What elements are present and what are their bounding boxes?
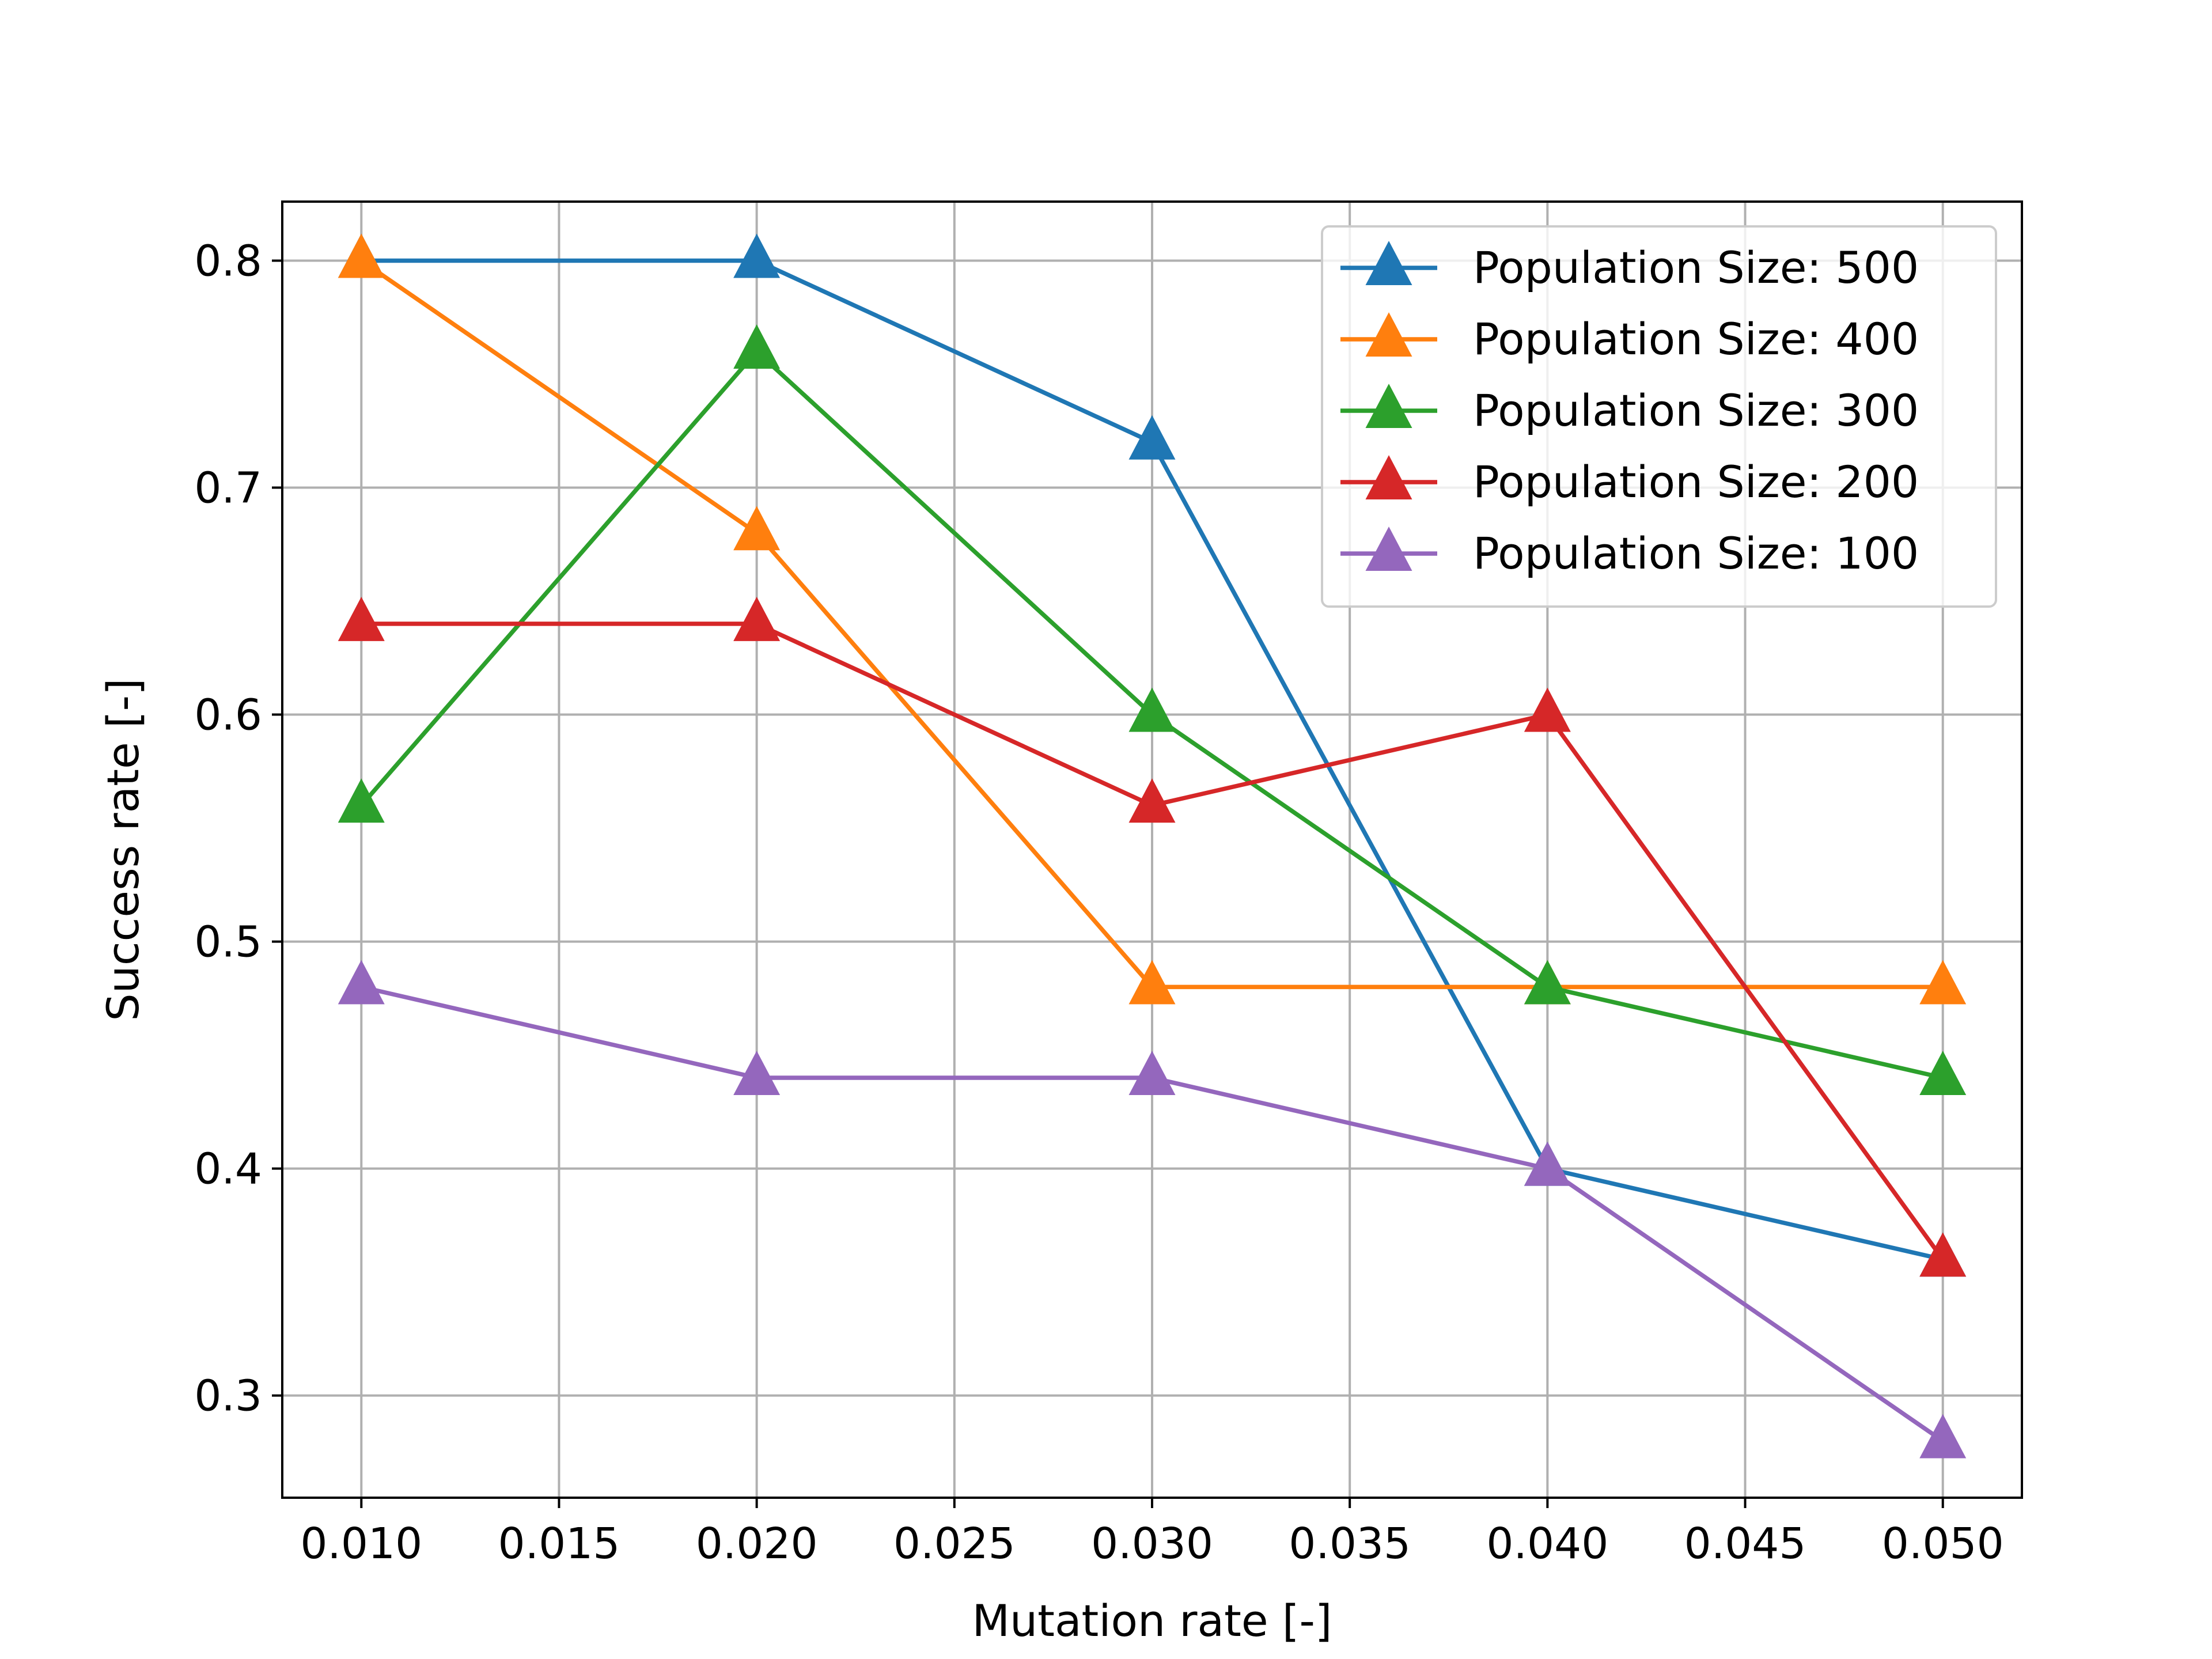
data-point-marker <box>338 960 385 1005</box>
x-tick-label: 0.015 <box>498 1519 620 1569</box>
y-tick-label: 0.6 <box>194 691 262 740</box>
data-point-marker <box>1919 1232 1967 1277</box>
x-tick-label: 0.050 <box>1882 1519 2004 1569</box>
x-tick-label: 0.040 <box>1486 1519 1608 1569</box>
y-axis-label: Success rate [-] <box>97 678 149 1021</box>
data-point-marker <box>338 778 385 823</box>
data-point-marker <box>1524 960 1571 1005</box>
y-tick-label: 0.4 <box>194 1145 262 1194</box>
x-tick-label: 0.025 <box>893 1519 1016 1569</box>
y-tick-label: 0.8 <box>194 236 262 286</box>
legend-item: Population Size: 100 <box>1340 527 1919 579</box>
y-tick-label: 0.3 <box>194 1372 262 1421</box>
legend-label: Population Size: 400 <box>1473 313 1919 365</box>
data-point-marker <box>733 1051 781 1096</box>
legend-label: Population Size: 500 <box>1473 242 1919 293</box>
series-5 <box>338 960 1967 1459</box>
legend-marker <box>1365 312 1412 357</box>
data-point-marker <box>733 597 781 641</box>
data-point-marker <box>1524 1141 1571 1186</box>
legend-marker <box>1365 527 1412 571</box>
y-tick-label: 0.7 <box>194 463 262 513</box>
legend-label: Population Size: 100 <box>1473 528 1919 579</box>
x-axis: 0.010 0.015 0.020 0.025 0.030 0.035 0.040 0.045… <box>300 1498 2004 1569</box>
data-point-marker <box>1128 687 1176 732</box>
data-point-marker <box>1128 778 1176 823</box>
data-point-marker <box>1524 687 1571 732</box>
legend: Population Size: 500 Population Size: 400… <box>1321 225 1997 608</box>
data-point-marker <box>733 233 781 278</box>
data-point-marker <box>733 324 781 369</box>
x-axis-label: Mutation rate [-] <box>972 1595 1332 1646</box>
y-tick-label: 0.5 <box>194 918 262 967</box>
x-tick-label: 0.045 <box>1684 1519 1806 1569</box>
legend-box <box>1321 225 1997 608</box>
legend-label: Population Size: 200 <box>1473 456 1919 507</box>
data-point-marker <box>733 506 781 551</box>
legend-item: Population Size: 200 <box>1340 455 1919 507</box>
legend-marker <box>1365 241 1412 285</box>
legend-item: Population Size: 300 <box>1340 384 1919 436</box>
y-axis: 0.3 0.4 0.5 0.6 0.7 0.8 <box>194 236 282 1421</box>
data-point-marker <box>1128 1051 1176 1096</box>
series-3 <box>338 324 1967 1096</box>
data-point-marker <box>338 233 385 278</box>
x-tick-label: 0.020 <box>696 1519 818 1569</box>
data-point-marker <box>1128 960 1176 1005</box>
data-point-marker <box>1919 1051 1967 1096</box>
legend-item: Population Size: 500 <box>1340 241 1919 293</box>
series-4 <box>338 597 1967 1277</box>
legend-label: Population Size: 300 <box>1473 385 1919 436</box>
x-tick-label: 0.010 <box>300 1519 422 1569</box>
legend-marker <box>1365 455 1412 499</box>
x-tick-label: 0.035 <box>1289 1519 1411 1569</box>
data-point-marker <box>1128 415 1176 460</box>
x-tick-label: 0.030 <box>1091 1519 1213 1569</box>
data-point-marker <box>1919 1414 1967 1459</box>
series-layer <box>338 233 1967 1459</box>
data-point-marker <box>338 597 385 641</box>
legend-item: Population Size: 400 <box>1340 312 1919 365</box>
legend-marker <box>1365 384 1412 428</box>
data-point-marker <box>1919 960 1967 1005</box>
